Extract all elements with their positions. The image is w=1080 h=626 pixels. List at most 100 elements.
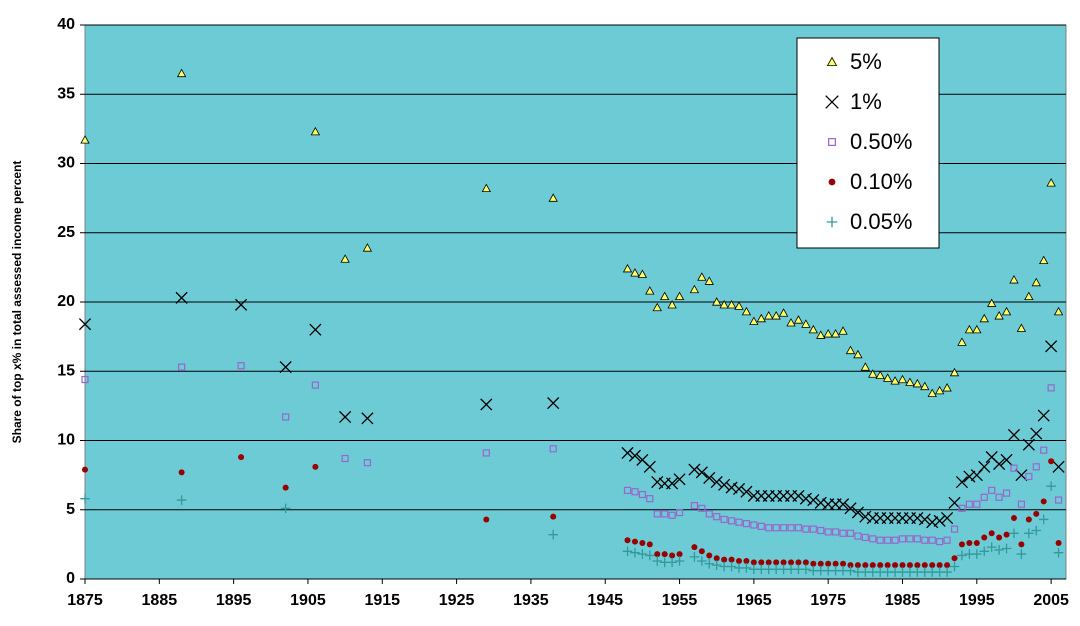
x-tick-label: 2005 <box>1033 592 1069 609</box>
circle-marker <box>661 551 668 558</box>
square-marker <box>341 454 349 463</box>
circle-marker <box>936 562 943 569</box>
plus-marker <box>1024 528 1034 539</box>
plus-marker <box>622 546 633 557</box>
x-marker <box>695 466 708 479</box>
square-marker <box>668 511 676 519</box>
x-tick-label: 1975 <box>810 592 846 609</box>
circle-marker <box>802 559 809 566</box>
y-tick-label: 35 <box>57 85 75 102</box>
triangle-marker <box>808 324 818 334</box>
triangle-marker <box>749 316 759 325</box>
plus-marker <box>630 547 640 558</box>
triangle-marker <box>340 254 350 263</box>
circle-marker <box>706 552 713 559</box>
x-marker <box>480 398 493 411</box>
circle-marker <box>1055 539 1062 546</box>
square-marker <box>824 528 832 536</box>
square-marker <box>765 524 773 532</box>
circle-marker <box>765 559 772 566</box>
triangle-marker <box>697 272 707 281</box>
triangle-marker <box>80 135 90 144</box>
square-marker <box>828 138 836 146</box>
x-marker <box>963 470 976 483</box>
circle-marker <box>773 559 780 566</box>
square-marker <box>363 459 372 467</box>
plus-marker <box>801 564 811 575</box>
circle-marker <box>728 556 735 563</box>
square-marker <box>1017 500 1026 508</box>
triangle-marker <box>1009 275 1019 284</box>
circle-marker <box>721 556 728 563</box>
plus-marker <box>972 549 982 559</box>
y-tick-label: 5 <box>66 501 75 518</box>
x-marker <box>1045 340 1058 353</box>
circle-marker <box>988 530 995 537</box>
y-tick-label: 40 <box>57 16 75 33</box>
triangle-marker <box>1016 323 1027 332</box>
triangle-marker <box>801 319 811 328</box>
triangle-marker <box>942 383 952 392</box>
plus-marker <box>674 556 685 566</box>
plus-marker <box>1053 547 1064 558</box>
triangle-marker <box>890 376 900 385</box>
plus-marker <box>986 542 997 552</box>
square-marker <box>876 536 884 544</box>
square-marker <box>921 536 929 544</box>
plus-marker <box>1038 514 1049 525</box>
circle-marker <box>676 551 683 558</box>
y-tick-label: 20 <box>57 293 75 310</box>
square-marker <box>854 532 862 540</box>
circle-marker <box>691 544 698 551</box>
square-marker <box>928 536 936 544</box>
x-marker <box>859 510 872 523</box>
square-marker <box>237 362 245 370</box>
x-tick-label: 1925 <box>439 592 475 609</box>
triangle-marker <box>1046 178 1056 187</box>
circle-marker <box>906 562 913 569</box>
square-marker <box>698 504 706 512</box>
circle-marker <box>981 534 988 541</box>
circle-marker <box>780 559 787 566</box>
x-tick-label: 1945 <box>587 592 623 609</box>
circle-marker <box>840 560 847 567</box>
circle-marker <box>966 539 973 546</box>
square-marker <box>779 524 788 532</box>
legend-label: 1% <box>850 89 882 114</box>
triangle-marker <box>1001 306 1012 316</box>
x-marker <box>1015 469 1028 482</box>
circle-marker <box>624 537 631 544</box>
triangle-marker <box>830 329 841 338</box>
plus-marker <box>1009 528 1019 539</box>
triangle-marker <box>1039 255 1049 265</box>
circle-marker <box>810 560 817 567</box>
square-marker <box>794 524 803 532</box>
square-marker <box>817 526 825 535</box>
triangle-marker <box>771 311 781 320</box>
plus-marker <box>645 550 655 561</box>
square-marker <box>653 510 661 518</box>
square-marker <box>675 508 684 517</box>
x-marker <box>309 323 322 336</box>
square-marker <box>178 363 186 371</box>
square-marker <box>623 486 632 494</box>
square-marker <box>1025 472 1033 481</box>
triangle-marker <box>734 301 744 310</box>
circle-marker <box>1010 515 1017 522</box>
square-marker <box>802 525 810 533</box>
square-marker <box>549 445 557 453</box>
plus-marker <box>548 529 559 540</box>
plus-marker <box>726 561 737 572</box>
triangle-marker <box>310 126 321 136</box>
circle-marker <box>951 555 958 562</box>
x-marker <box>948 496 961 509</box>
square-marker <box>742 519 751 528</box>
x-tick-label: 1895 <box>216 592 252 609</box>
square-marker <box>839 529 847 537</box>
circle-marker <box>884 562 891 569</box>
triangle-marker <box>957 337 967 346</box>
x-marker <box>703 471 716 484</box>
x-marker <box>621 446 634 460</box>
x-marker <box>235 298 248 311</box>
circle-marker <box>973 539 980 546</box>
